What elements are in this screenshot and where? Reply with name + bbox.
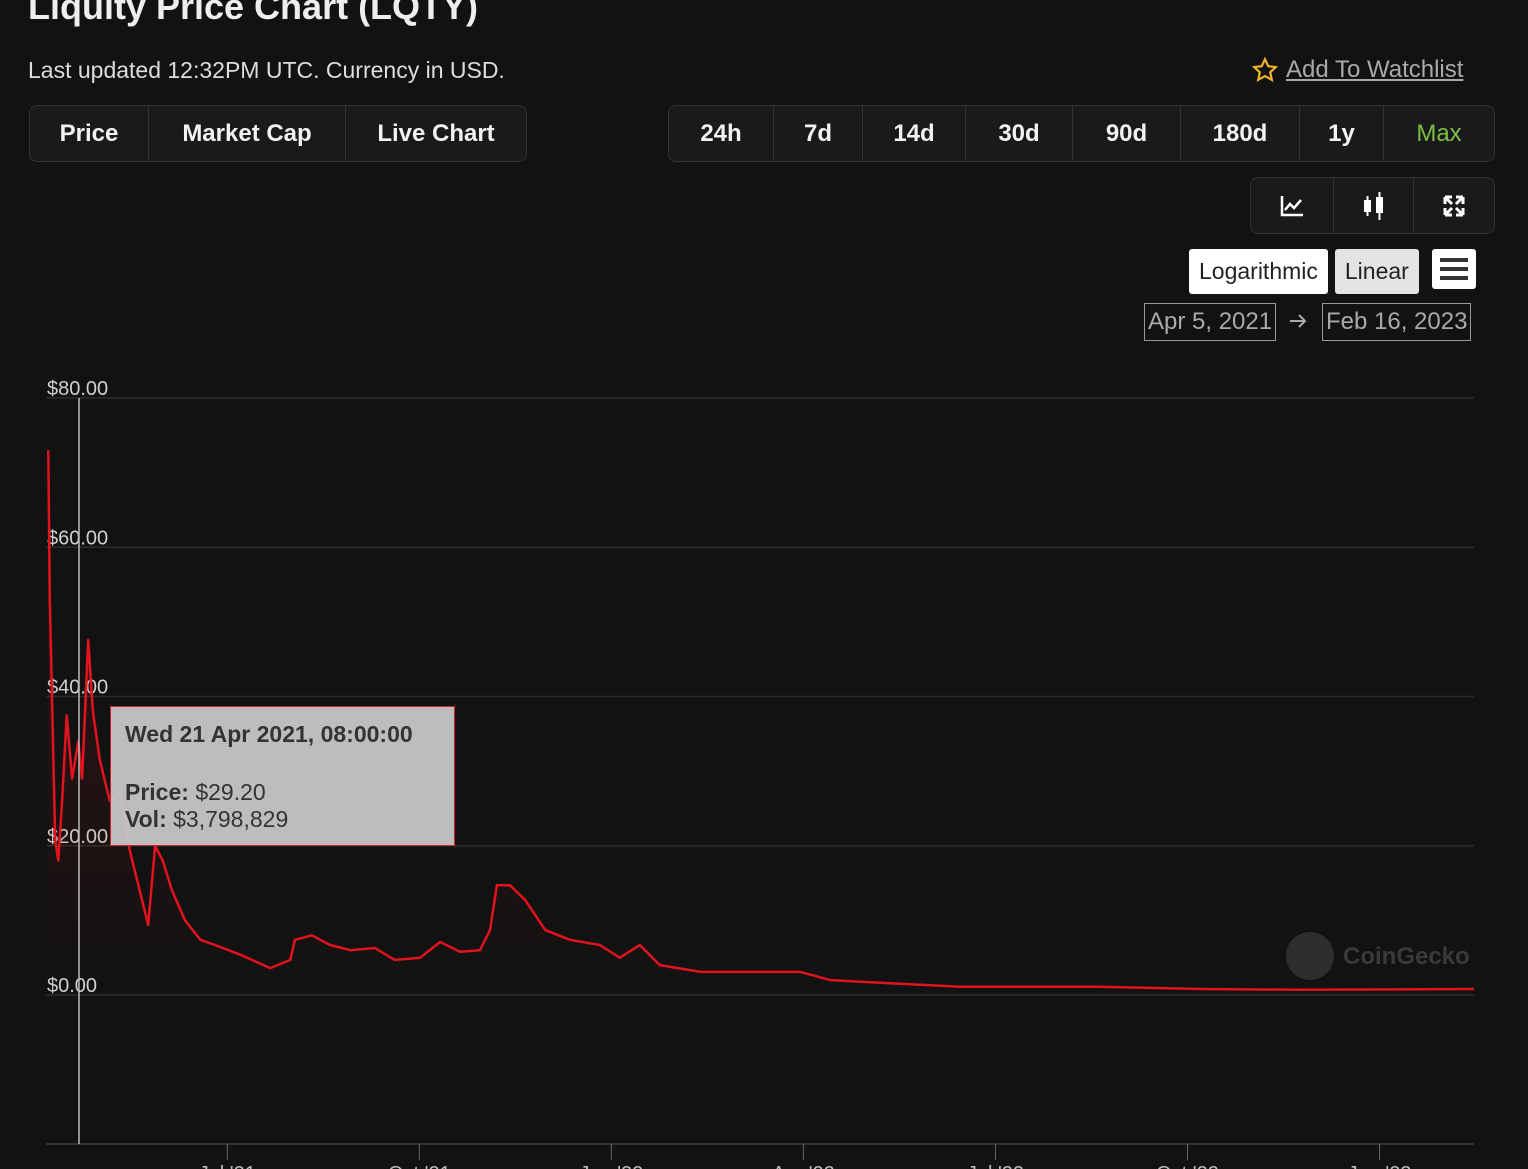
x-tick-label: Oct '21 [388, 1163, 451, 1169]
date-to[interactable]: Feb 16, 2023 [1322, 303, 1472, 341]
watchlist-text[interactable]: Add To Watchlist [1286, 56, 1464, 83]
tooltip-vol-label: Vol: [125, 806, 167, 832]
scale-button[interactable]: Linear [1334, 249, 1419, 294]
date-from[interactable]: Apr 5, 2021 [1144, 303, 1277, 341]
subtitle: Last updated 12:32PM UTC. Currency in US… [28, 57, 505, 83]
x-tick-label: Jan '23 [1348, 1163, 1412, 1169]
watermark: CoinGecko [1343, 943, 1470, 970]
range-button[interactable]: Max [1416, 119, 1462, 147]
tooltip-price-row: Price: $29.20 [125, 779, 440, 806]
chart-type-group [1250, 177, 1495, 234]
watchlist-link[interactable]: Add To Watchlist [1252, 56, 1463, 84]
x-tick-label: Oct '22 [1156, 1163, 1219, 1169]
tooltip-price-label: Price: [125, 779, 189, 805]
range-button[interactable]: 14d [863, 106, 966, 161]
range-button[interactable]: 1y [1300, 106, 1384, 161]
menu-button[interactable] [1432, 249, 1476, 289]
tab-button[interactable]: Market Cap [149, 106, 346, 161]
page-title: Liquity Price Chart (LQTY) [28, 0, 479, 27]
date-arrow [1290, 314, 1307, 328]
tooltip-vol-row: Vol: $3,798,829 [125, 806, 440, 833]
line-icon-button[interactable] [1251, 178, 1334, 233]
tooltip-price: $29.20 [195, 779, 266, 805]
x-tick-label: Jul '21 [199, 1163, 256, 1169]
y-tick-label: $60.00 [47, 527, 108, 549]
y-tick-label: $80.00 [47, 378, 108, 400]
y-tick-label: $40.00 [47, 677, 108, 699]
scale-group: Logarithmic Linear [1189, 249, 1419, 294]
range-group: 24h 7d 14d 30d 90d 180d 1y Max [668, 105, 1495, 162]
watermark-logo [1286, 932, 1334, 980]
menu-icon [1440, 258, 1468, 280]
tab-group: Price Market Cap Live Chart [29, 105, 527, 162]
price-line [47, 450, 1475, 992]
x-tick-label: Jul '22 [967, 1163, 1024, 1169]
tab-button[interactable]: Live Chart [377, 119, 495, 147]
fullscreen-icon [1443, 195, 1465, 216]
candle-icon-button[interactable] [1334, 178, 1414, 233]
range-button[interactable]: 180d [1181, 106, 1300, 161]
x-tick-label: Jan '22 [579, 1163, 643, 1169]
tooltip-date: Wed 21 Apr 2021, 08:00:00 [125, 721, 413, 747]
price-area [48, 450, 1474, 995]
fullscreen-button[interactable] [1414, 178, 1494, 233]
candle-icon [1363, 191, 1383, 220]
range-button[interactable]: 24h [669, 106, 774, 161]
tab-button[interactable]: Price [30, 106, 149, 161]
range-button[interactable]: 30d [966, 106, 1073, 161]
range-button[interactable]: 90d [1073, 106, 1181, 161]
line-icon [1280, 195, 1303, 216]
tooltip-vol: $3,798,829 [173, 806, 289, 832]
range-button[interactable]: 7d [774, 106, 863, 161]
x-tick-label: Apr '22 [772, 1163, 835, 1169]
tooltip: Wed 21 Apr 2021, 08:00:00 Price: $29.20 … [110, 706, 455, 846]
star-icon [1252, 57, 1278, 82]
scale-button[interactable]: Logarithmic [1189, 249, 1328, 294]
